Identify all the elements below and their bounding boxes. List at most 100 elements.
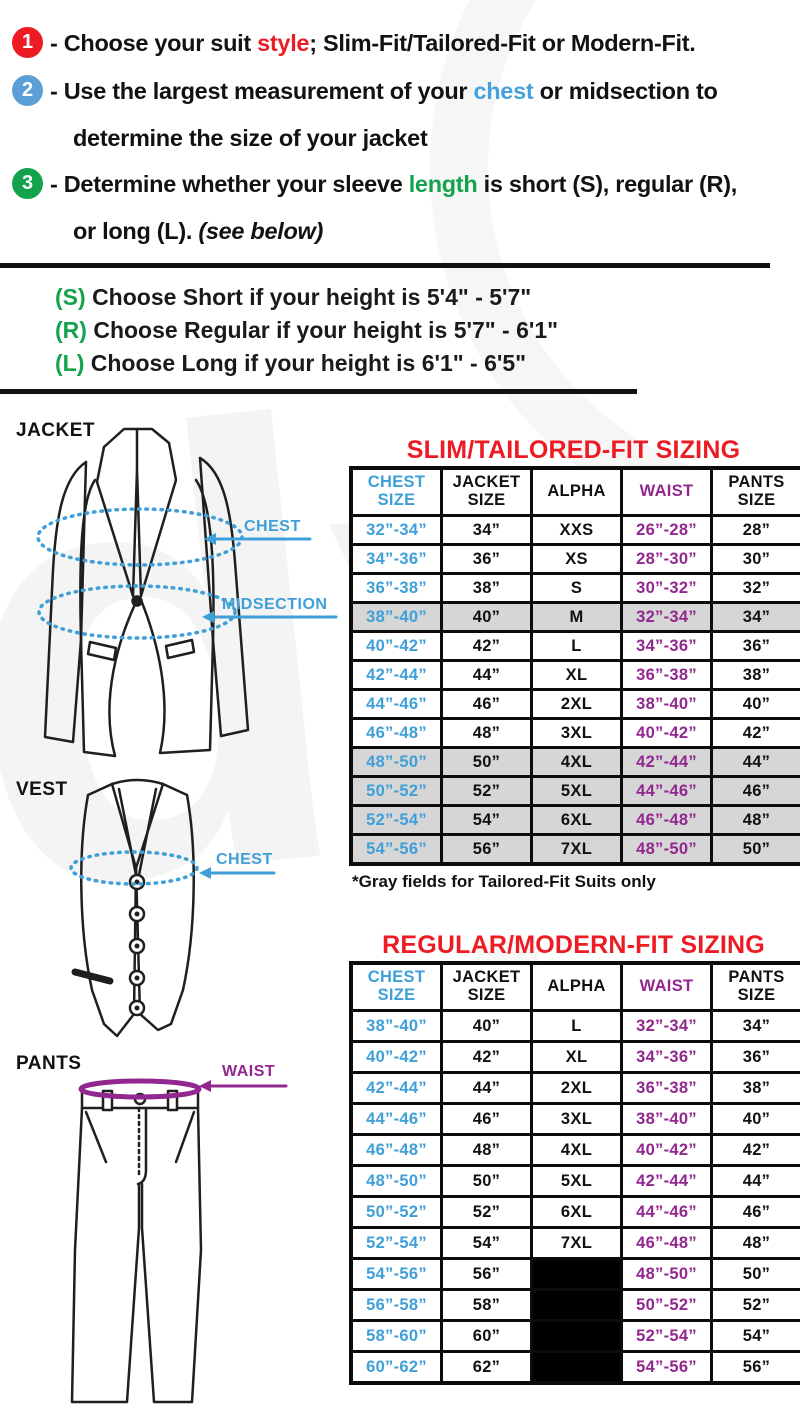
size-cell-alpha: M — [533, 604, 620, 630]
size-cell-jacket: 54” — [443, 1229, 530, 1257]
step-2-highlight: chest — [473, 78, 534, 104]
size-cell-jacket: 62” — [443, 1353, 530, 1381]
pants-illustration — [70, 1078, 288, 1404]
size-cell-pants: 30” — [713, 546, 800, 572]
size-cell-chest: 50”-52” — [353, 778, 440, 804]
header-cell: ALPHA — [533, 470, 620, 514]
size-cell-waist: 32”-34” — [623, 604, 710, 630]
size-cell-waist: 48”-50” — [623, 836, 710, 862]
size-cell-waist: 34”-36” — [623, 633, 710, 659]
size-cell-pants: 36” — [713, 1043, 800, 1071]
size-cell-pants: 54” — [713, 1322, 800, 1350]
size-cell-jacket: 52” — [443, 1198, 530, 1226]
size-cell-chest: 34”-36” — [353, 546, 440, 572]
size-cell-alpha: 2XL — [533, 691, 620, 717]
short-text: Choose Short if your height is 5'4" - 5'… — [92, 284, 532, 310]
size-cell-pants: 34” — [713, 1012, 800, 1040]
divider-top — [0, 263, 770, 268]
header-cell: PANTS SIZE — [713, 470, 800, 514]
long-text: Choose Long if your height is 6'1" - 6'5… — [90, 350, 527, 376]
step-2-badge: 2 — [12, 75, 43, 106]
size-cell-pants: 40” — [713, 691, 800, 717]
waist-arrow — [199, 1080, 288, 1092]
size-cell-jacket: 60” — [443, 1322, 530, 1350]
size-cell-waist: 34”-36” — [623, 1043, 710, 1071]
size-cell-jacket: 50” — [443, 749, 530, 775]
size-cell-alpha: XL — [533, 662, 620, 688]
regular-sizing-table: CHEST SIZE JACKET SIZE ALPHA WAIST PANTS SIZ… — [349, 961, 800, 1385]
jacket-chest-annotation: CHEST — [244, 518, 301, 535]
size-cell-alpha: 7XL — [533, 836, 620, 862]
size-cell-jacket: 40” — [443, 604, 530, 630]
header-cell: JACKET SIZE — [443, 470, 530, 514]
pants-label: PANTS — [16, 1053, 82, 1074]
size-cell-waist: 44”-46” — [623, 1198, 710, 1226]
header-cell: PANTS SIZE — [713, 965, 800, 1009]
slim-sizing-table: CHEST SIZE JACKET SIZE ALPHA WAIST PANTS SIZ… — [349, 466, 800, 866]
step-3-badge: 3 — [12, 168, 43, 199]
size-cell-waist: 46”-48” — [623, 1229, 710, 1257]
step-3-pre: - Determine whether your sleeve — [50, 171, 409, 197]
size-cell-jacket: 34” — [443, 517, 530, 543]
size-cell-pants: 42” — [713, 1136, 800, 1164]
size-cell-jacket: 52” — [443, 778, 530, 804]
header-cell: JACKET SIZE — [443, 965, 530, 1009]
size-cell-waist: 42”-44” — [623, 1167, 710, 1195]
slim-table-title: SLIM/TAILORED-FIT SIZING — [406, 436, 741, 464]
size-cell-alpha: 4XL — [533, 1136, 620, 1164]
size-cell-jacket: 50” — [443, 1167, 530, 1195]
size-cell-pants: 48” — [713, 1229, 800, 1257]
size-cell-pants: 44” — [713, 749, 800, 775]
size-cell-waist: 40”-42” — [623, 1136, 710, 1164]
size-cell-pants: 38” — [713, 1074, 800, 1102]
size-cell-chest: 58”-60” — [353, 1322, 440, 1350]
vest-chest-arrow — [199, 867, 276, 879]
vest-illustration — [69, 778, 276, 1038]
size-cell-chest: 38”-40” — [353, 604, 440, 630]
size-cell-waist: 44”-46” — [623, 778, 710, 804]
size-cell-alpha — [533, 1322, 620, 1350]
vest-label: VEST — [16, 779, 68, 800]
step-2-text: - Use the largest measurement of your ch… — [50, 78, 792, 105]
size-cell-jacket: 46” — [443, 691, 530, 717]
size-cell-chest: 50”-52” — [353, 1198, 440, 1226]
size-cell-jacket: 48” — [443, 720, 530, 746]
size-cell-alpha: 2XL — [533, 1074, 620, 1102]
size-cell-pants: 32” — [713, 575, 800, 601]
height-guide-short: (S) Choose Short if your height is 5'4" … — [55, 281, 558, 314]
size-cell-alpha: 3XL — [533, 1105, 620, 1133]
size-cell-chest: 60”-62” — [353, 1353, 440, 1381]
size-cell-pants: 52” — [713, 1291, 800, 1319]
size-cell-alpha: 5XL — [533, 1167, 620, 1195]
size-cell-pants: 56” — [713, 1353, 800, 1381]
size-cell-chest: 52”-54” — [353, 1229, 440, 1257]
size-cell-jacket: 38” — [443, 575, 530, 601]
size-cell-chest: 40”-42” — [353, 633, 440, 659]
step-1-text: - Choose your suit style; Slim-Fit/Tailo… — [50, 30, 792, 57]
size-cell-alpha: S — [533, 575, 620, 601]
size-cell-alpha: L — [533, 633, 620, 659]
size-cell-chest: 42”-44” — [353, 662, 440, 688]
garment-diagrams — [36, 427, 338, 1404]
size-cell-pants: 50” — [713, 836, 800, 862]
jacket-label: JACKET — [16, 420, 96, 441]
size-cell-chest: 52”-54” — [353, 807, 440, 833]
header-cell: ALPHA — [533, 965, 620, 1009]
step-3-line2-italic: (see below) — [198, 218, 324, 244]
size-cell-chest: 46”-48” — [353, 720, 440, 746]
size-cell-chest: 56”-58” — [353, 1291, 440, 1319]
size-cell-chest: 40”-42” — [353, 1043, 440, 1071]
height-guide-regular: (R) Choose Regular if your height is 5'7… — [55, 314, 558, 347]
size-cell-jacket: 44” — [443, 662, 530, 688]
size-cell-jacket: 56” — [443, 836, 530, 862]
size-cell-alpha — [533, 1353, 620, 1381]
step-3-text-line2: or long (L). (see below) — [73, 218, 800, 245]
size-cell-jacket: 44” — [443, 1074, 530, 1102]
size-cell-jacket: 48” — [443, 1136, 530, 1164]
size-cell-chest: 38”-40” — [353, 1012, 440, 1040]
size-cell-jacket: 54” — [443, 807, 530, 833]
step-3-text: - Determine whether your sleeve length i… — [50, 171, 792, 198]
step-1-pre: - Choose your suit — [50, 30, 258, 56]
size-cell-alpha: XL — [533, 1043, 620, 1071]
